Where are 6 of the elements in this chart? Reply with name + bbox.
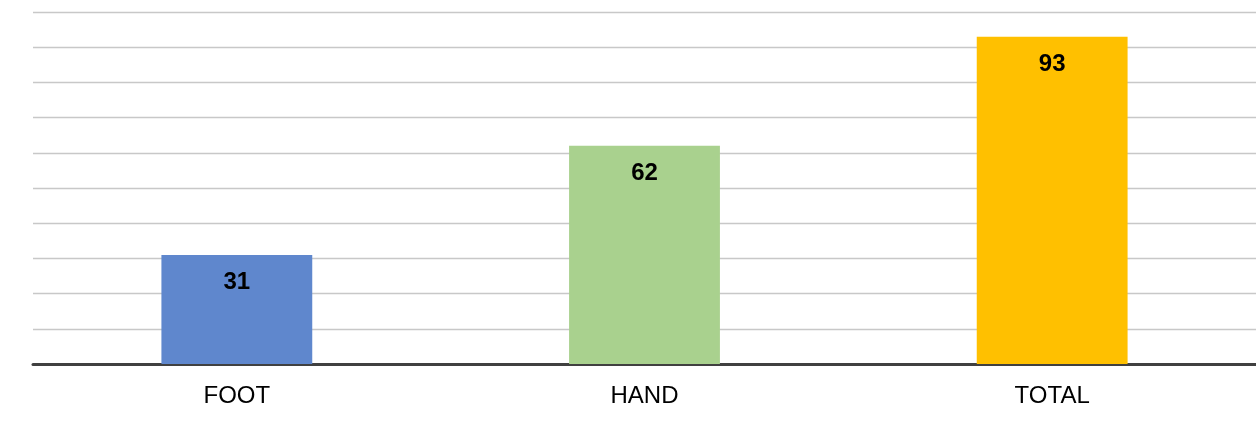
x-tick-label: FOOT [203,380,271,408]
x-tick-label: TOTAL [1014,380,1090,408]
data-label: 62 [631,158,658,186]
data-label: 93 [1038,49,1066,77]
data-label: 31 [223,267,251,295]
x-tick-label: HAND [610,380,679,408]
